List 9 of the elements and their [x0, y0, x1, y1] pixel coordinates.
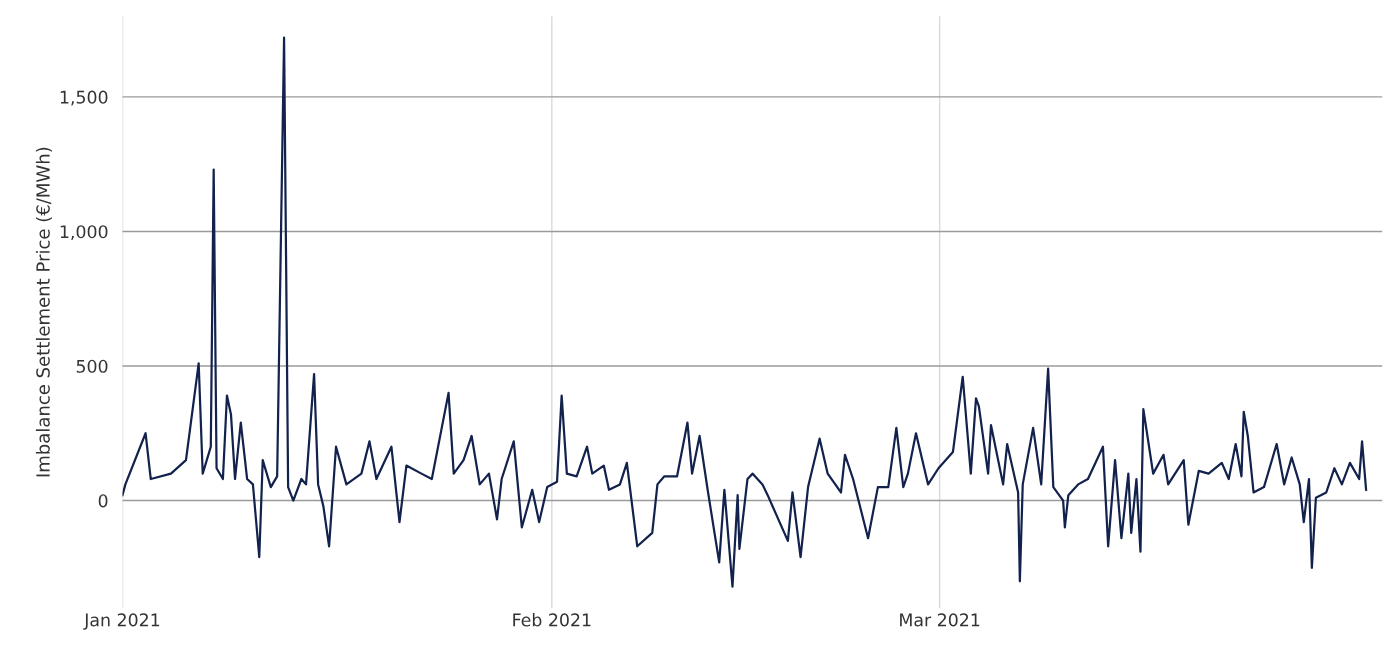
x-tick-label: Jan 2021 — [83, 613, 160, 630]
y-tick-label: 1,000 — [60, 225, 108, 241]
y-tick-label: 500 — [76, 359, 108, 373]
y-tick-label: 0 — [98, 494, 108, 508]
line-series — [122, 36, 1368, 588]
x-tick-label: Feb 2021 — [513, 613, 591, 627]
y-axis-title: Imbalance Settlement Price (€/MWh) — [35, 147, 52, 477]
y-tick-label: 1,500 — [60, 90, 108, 106]
x-tick-label: Mar 2021 — [900, 613, 980, 627]
